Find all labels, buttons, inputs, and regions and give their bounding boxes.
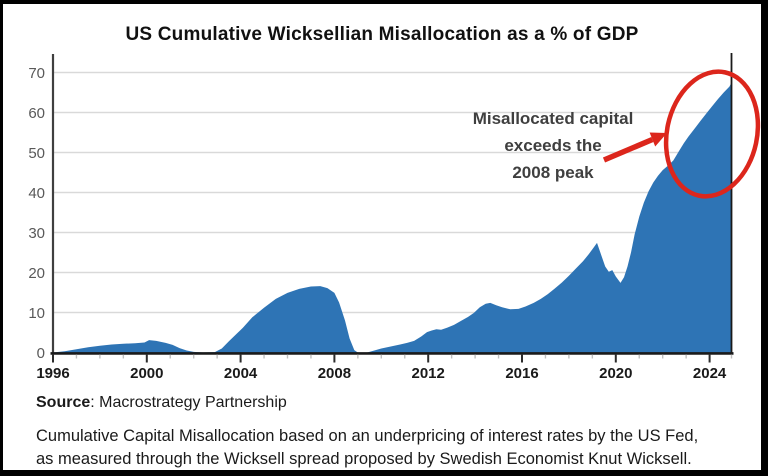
x-tick-label: 1996 — [36, 365, 69, 382]
x-tick-label: 2016 — [505, 365, 538, 382]
highlight-ellipse-icon — [663, 69, 761, 199]
chart-title: US Cumulative Wicksellian Misallocation … — [125, 24, 639, 45]
source-label: Source — [36, 394, 91, 411]
x-tick-label: 2004 — [224, 365, 258, 382]
annotation-line: 2008 peak — [512, 163, 594, 182]
y-tick-label: 50 — [28, 145, 45, 162]
arrow-shaft — [602, 136, 654, 163]
y-tick-label: 10 — [28, 305, 45, 322]
arrow-head — [649, 132, 667, 147]
x-axis-ticks — [52, 354, 733, 363]
y-tick-label: 20 — [28, 265, 45, 282]
x-tick-label: 2012 — [412, 365, 445, 382]
annotation-arrow-icon — [602, 132, 667, 163]
y-tick-label: 30 — [28, 225, 45, 242]
axes — [50, 53, 734, 355]
y-tick-label: 70 — [28, 65, 45, 82]
area-series — [53, 82, 732, 353]
annotation-line: exceeds the — [504, 136, 601, 155]
annotation-line: Misallocated capital — [473, 109, 634, 128]
y-tick-label: 40 — [28, 185, 45, 202]
source-line: Source: Macrostrategy Partnership — [36, 394, 287, 412]
x-tick-label: 2008 — [318, 365, 351, 382]
area-chart: 0 10 20 30 40 50 60 70 1996 2000 2004 2008 2012 2016… — [28, 53, 761, 382]
area-polygon — [53, 82, 732, 353]
x-tick-label: 2000 — [130, 365, 163, 382]
caption-line-2: as measured through the Wicksell spread … — [36, 450, 692, 468]
highlight-ellipse — [663, 69, 761, 199]
x-axis-labels: 1996 2000 2004 2008 2012 2016 2020 2024 — [36, 365, 727, 382]
caption-line-1: Cumulative Capital Misallocation based o… — [36, 427, 699, 445]
x-tick-label: 2020 — [599, 365, 632, 382]
x-tick-label: 2024 — [693, 365, 727, 382]
annotation-text: Misallocated capital exceeds the 2008 peak — [473, 109, 634, 182]
caption: Cumulative Capital Misallocation based o… — [36, 425, 699, 470]
source-text: : Macrostrategy Partnership — [90, 394, 287, 411]
y-tick-label: 60 — [28, 105, 45, 122]
y-tick-label: 0 — [37, 345, 45, 362]
y-axis-labels: 0 10 20 30 40 50 60 70 — [28, 65, 45, 362]
